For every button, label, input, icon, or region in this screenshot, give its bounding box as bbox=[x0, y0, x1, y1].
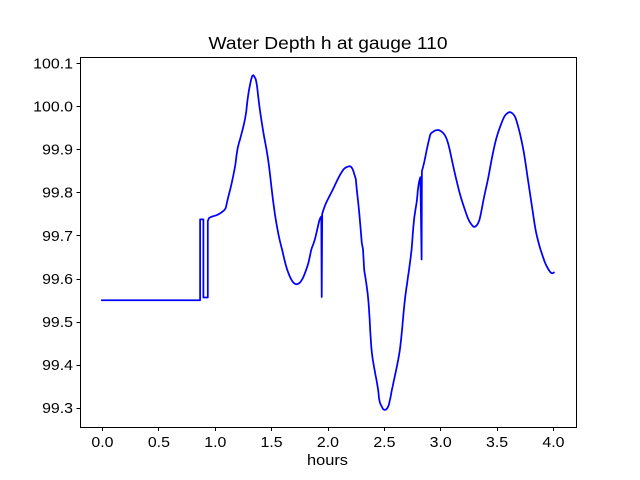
svg-text:0.5: 0.5 bbox=[148, 435, 170, 451]
svg-text:3.5: 3.5 bbox=[486, 435, 508, 451]
svg-text:0.0: 0.0 bbox=[91, 435, 113, 451]
svg-text:99.6: 99.6 bbox=[42, 272, 73, 288]
svg-text:99.3: 99.3 bbox=[42, 401, 73, 417]
svg-text:Water Depth h at gauge 110: Water Depth h at gauge 110 bbox=[209, 33, 448, 53]
svg-text:1.0: 1.0 bbox=[204, 435, 226, 451]
svg-text:3.0: 3.0 bbox=[430, 435, 452, 451]
svg-text:1.5: 1.5 bbox=[261, 435, 283, 451]
svg-text:99.4: 99.4 bbox=[42, 358, 73, 374]
svg-text:99.9: 99.9 bbox=[42, 143, 73, 159]
svg-text:100.1: 100.1 bbox=[33, 57, 73, 73]
svg-text:99.5: 99.5 bbox=[42, 315, 73, 331]
svg-text:hours: hours bbox=[307, 453, 348, 469]
svg-text:99.7: 99.7 bbox=[42, 229, 73, 245]
svg-text:99.8: 99.8 bbox=[42, 186, 73, 202]
svg-text:100.0: 100.0 bbox=[33, 100, 73, 116]
svg-text:4.0: 4.0 bbox=[542, 435, 564, 451]
svg-text:2.0: 2.0 bbox=[317, 435, 339, 451]
svg-text:2.5: 2.5 bbox=[373, 435, 395, 451]
